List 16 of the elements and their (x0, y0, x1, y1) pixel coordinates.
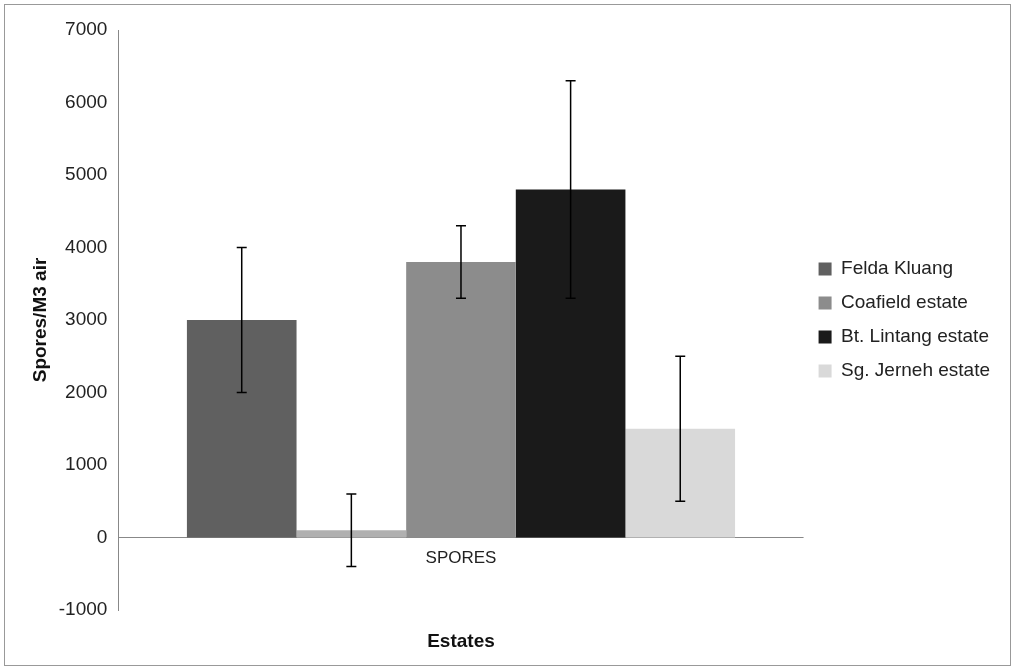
y-tick-label: 7000 (65, 18, 108, 40)
x-tick-label: SPORES (425, 548, 497, 568)
y-tick-label: 6000 (65, 90, 108, 112)
y-tick-label: 1000 (65, 453, 108, 475)
legend-label: Sg. Jerneh estate (841, 359, 991, 381)
y-tick-label: 4000 (65, 235, 108, 257)
y-tick-label: 0 (96, 525, 108, 547)
legend-label: Bt. Lintang estate (841, 325, 989, 347)
y-tick-label: 3000 (65, 308, 108, 330)
y-tick-label: -1000 (58, 598, 108, 620)
y-tick-label: 2000 (65, 380, 108, 402)
legend-label: Coafield estate (841, 291, 968, 313)
y-axis-title: Spores/M3 air (28, 257, 50, 383)
legend-label: Felda Kluang (841, 257, 954, 279)
x-axis-title: Estates (427, 629, 495, 651)
y-tick-label: 5000 (65, 163, 108, 185)
